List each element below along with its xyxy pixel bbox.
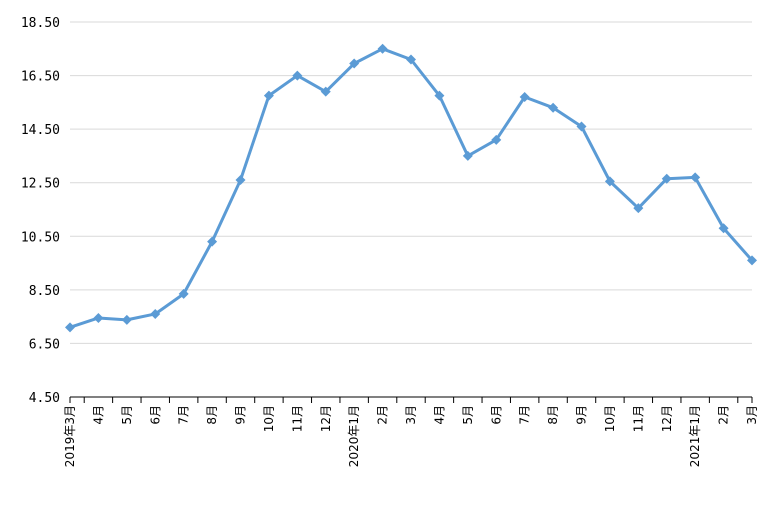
x-tick-label: 2021年1月	[688, 405, 702, 467]
x-tick-label: 6月	[489, 405, 503, 425]
data-point-marker	[121, 314, 132, 325]
data-point-marker	[462, 150, 473, 161]
data-point-marker	[292, 70, 303, 81]
series-layer	[65, 43, 757, 333]
x-tick-label: 12月	[660, 405, 674, 432]
data-point-marker	[150, 308, 161, 319]
x-tick-label: 2月	[376, 405, 390, 425]
data-point-marker	[434, 90, 445, 101]
x-tick-label: 3月	[745, 405, 759, 425]
x-tick-label: 2020年1月	[347, 405, 361, 467]
y-tick-label: 12.50	[21, 177, 60, 192]
x-tick-label: 8月	[205, 405, 219, 425]
data-point-marker	[548, 102, 559, 113]
x-tick-label: 2月	[717, 405, 731, 425]
x-tick-label: 12月	[319, 405, 333, 432]
y-tick-label: 18.50	[21, 16, 60, 31]
gridlines	[70, 21, 752, 344]
data-point-marker	[406, 54, 416, 65]
data-point-marker	[263, 90, 274, 101]
data-point-marker	[604, 176, 615, 187]
data-point-marker	[633, 203, 644, 214]
x-tick-label: 7月	[518, 405, 532, 425]
x-tick-label: 9月	[234, 405, 248, 425]
data-point-marker	[207, 236, 218, 247]
y-axis-tick-labels: 4.50 6.50 8.50 10.50 12.50 14.50 16.50 18.50	[21, 16, 60, 406]
x-axis	[69, 396, 753, 403]
x-tick-label: 8月	[546, 405, 560, 425]
x-tick-label: 11月	[631, 405, 645, 432]
data-point-marker	[377, 43, 388, 54]
x-tick-label: 4月	[91, 405, 105, 425]
x-tick-label: 4月	[432, 405, 446, 425]
x-tick-label: 9月	[575, 405, 589, 425]
x-tick-label: 10月	[603, 405, 617, 432]
x-axis-tick-labels: 2019年3月 4月 5月 6月 7月 8月 9月 10月 11月 12月 2020年1月 2月 3月 4…	[63, 405, 759, 467]
data-point-marker	[235, 175, 246, 186]
y-tick-label: 6.50	[29, 337, 60, 352]
data-point-marker	[690, 172, 701, 183]
y-tick-label: 14.50	[21, 123, 60, 138]
x-tick-label: 11月	[290, 405, 304, 432]
x-tick-label: 7月	[177, 405, 191, 425]
y-tick-label: 8.50	[29, 284, 60, 299]
y-tick-label: 10.50	[21, 230, 60, 245]
x-tick-label: 3月	[404, 405, 418, 425]
x-tick-label: 2019年3月	[63, 405, 77, 467]
y-tick-label: 4.50	[29, 391, 60, 406]
data-point-marker	[349, 58, 360, 69]
series-line	[69, 47, 754, 329]
data-point-marker	[576, 121, 587, 132]
data-point-marker	[491, 134, 502, 145]
y-tick-label: 16.50	[21, 70, 60, 85]
data-point-marker	[747, 255, 757, 266]
x-tick-label: 5月	[120, 405, 134, 425]
data-point-marker	[65, 322, 75, 333]
data-point-marker	[718, 223, 729, 234]
x-tick-label: 10月	[262, 405, 276, 432]
data-point-marker	[93, 312, 104, 323]
data-point-marker	[320, 86, 331, 97]
x-tick-label: 6月	[148, 405, 162, 425]
data-point-marker	[661, 173, 672, 184]
x-tick-label: 5月	[461, 405, 475, 425]
data-point-marker	[178, 288, 189, 299]
data-point-marker	[519, 92, 530, 102]
